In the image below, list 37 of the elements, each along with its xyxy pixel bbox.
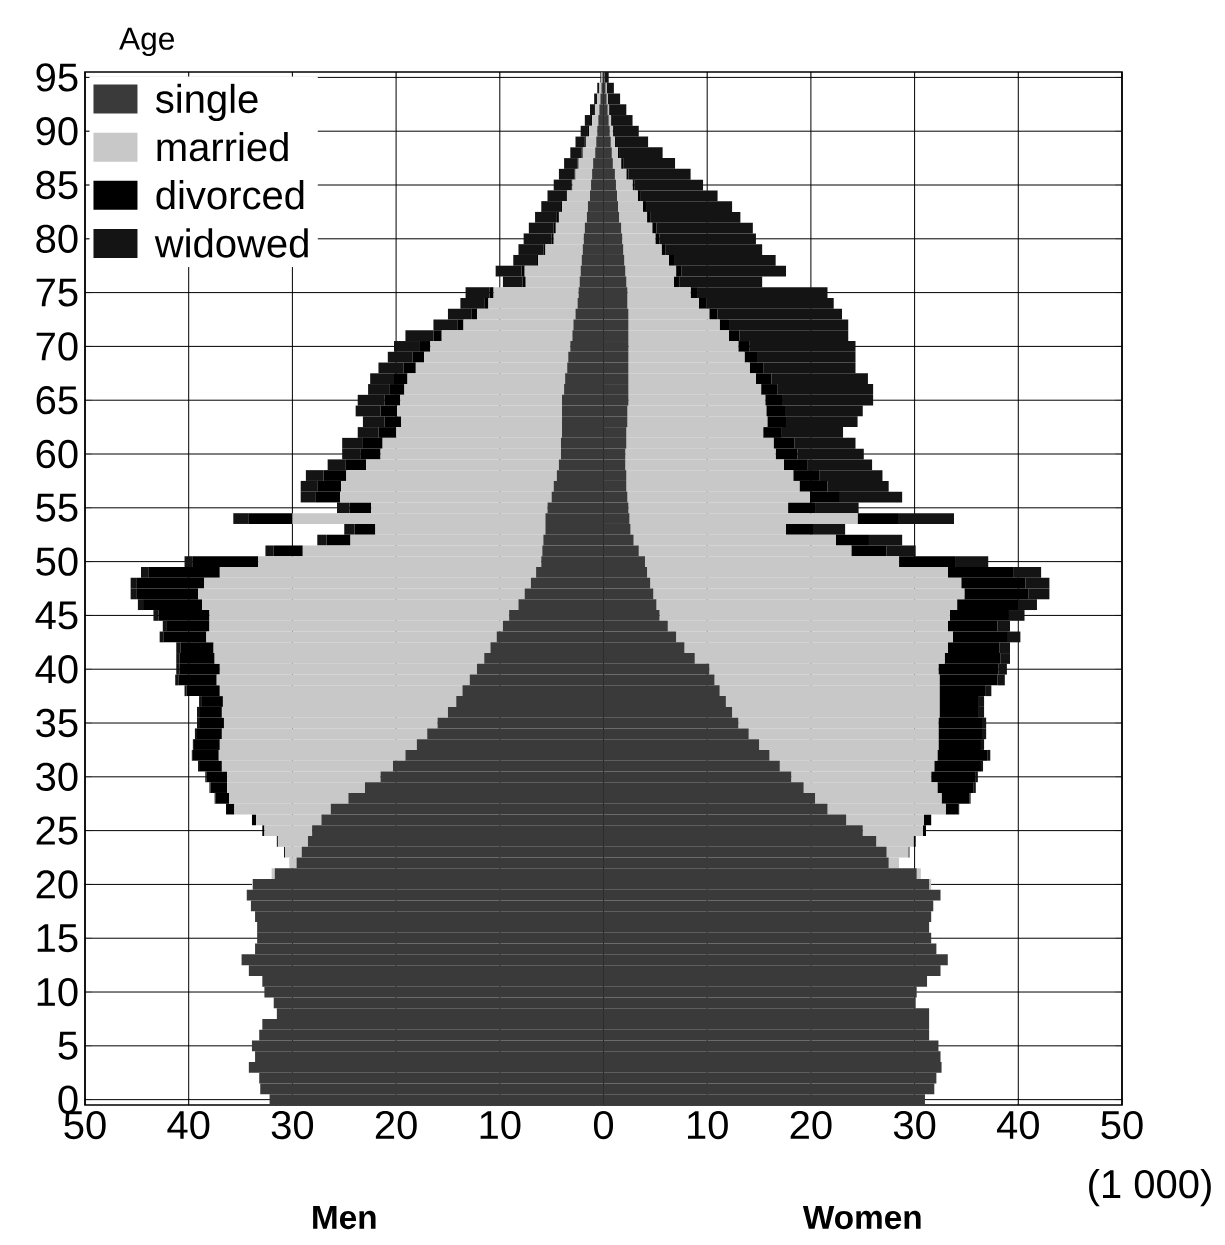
y-tick-label: 55	[36, 493, 78, 522]
y-tick-label: 95	[36, 63, 78, 92]
y-tick-label: 50	[36, 547, 78, 576]
y-tick-label: 25	[36, 816, 78, 845]
x-tick-label: 30	[271, 1110, 314, 1140]
y-tick-label: 65	[36, 386, 78, 415]
y-tick-label: 85	[36, 170, 78, 200]
y-tick-label: 90	[36, 117, 78, 146]
x-tick-label: 20	[790, 1110, 832, 1140]
y-tick-label: 60	[36, 439, 78, 469]
text: Women	[802, 1205, 921, 1230]
x-tick-label: 10	[480, 1110, 521, 1140]
y-tick-label: 70	[36, 332, 78, 361]
y-tick-label: 15	[37, 924, 78, 953]
y-tick-label: 5	[58, 1031, 78, 1060]
y-tick-label: 75	[36, 278, 78, 307]
x-tick-label: 20	[375, 1110, 417, 1140]
x-tick-label: 40	[167, 1110, 210, 1140]
y-tick-label: 40	[35, 655, 78, 684]
y-tick-label: 10	[37, 977, 78, 1007]
legend-label: single	[155, 83, 258, 122]
x-tick-label: 10	[688, 1110, 728, 1140]
x-tick-label: 30	[893, 1110, 936, 1140]
legend-label: divorced	[156, 180, 304, 210]
x-tick-label: 0	[593, 1110, 614, 1140]
legend-label: married	[157, 131, 288, 162]
x-axis-title: (1 000)	[1089, 1168, 1211, 1207]
x-tick-label: 50	[1101, 1110, 1143, 1140]
text: Men	[313, 1205, 376, 1230]
x-tick-label: 40	[996, 1110, 1039, 1140]
legend-label: widowed	[154, 228, 308, 258]
y-tick-label: 20	[36, 870, 78, 899]
y-tick-label: 35	[36, 708, 78, 738]
y-axis-title: Age	[119, 27, 174, 57]
y-tick-label: 80	[36, 224, 78, 253]
y-tick-label: 30	[36, 762, 78, 791]
y-tick-label: 45	[35, 601, 78, 630]
